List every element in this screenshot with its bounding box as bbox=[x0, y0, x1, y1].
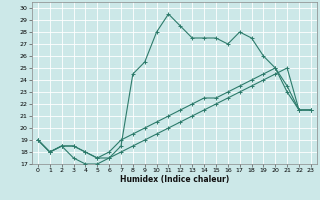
X-axis label: Humidex (Indice chaleur): Humidex (Indice chaleur) bbox=[120, 175, 229, 184]
